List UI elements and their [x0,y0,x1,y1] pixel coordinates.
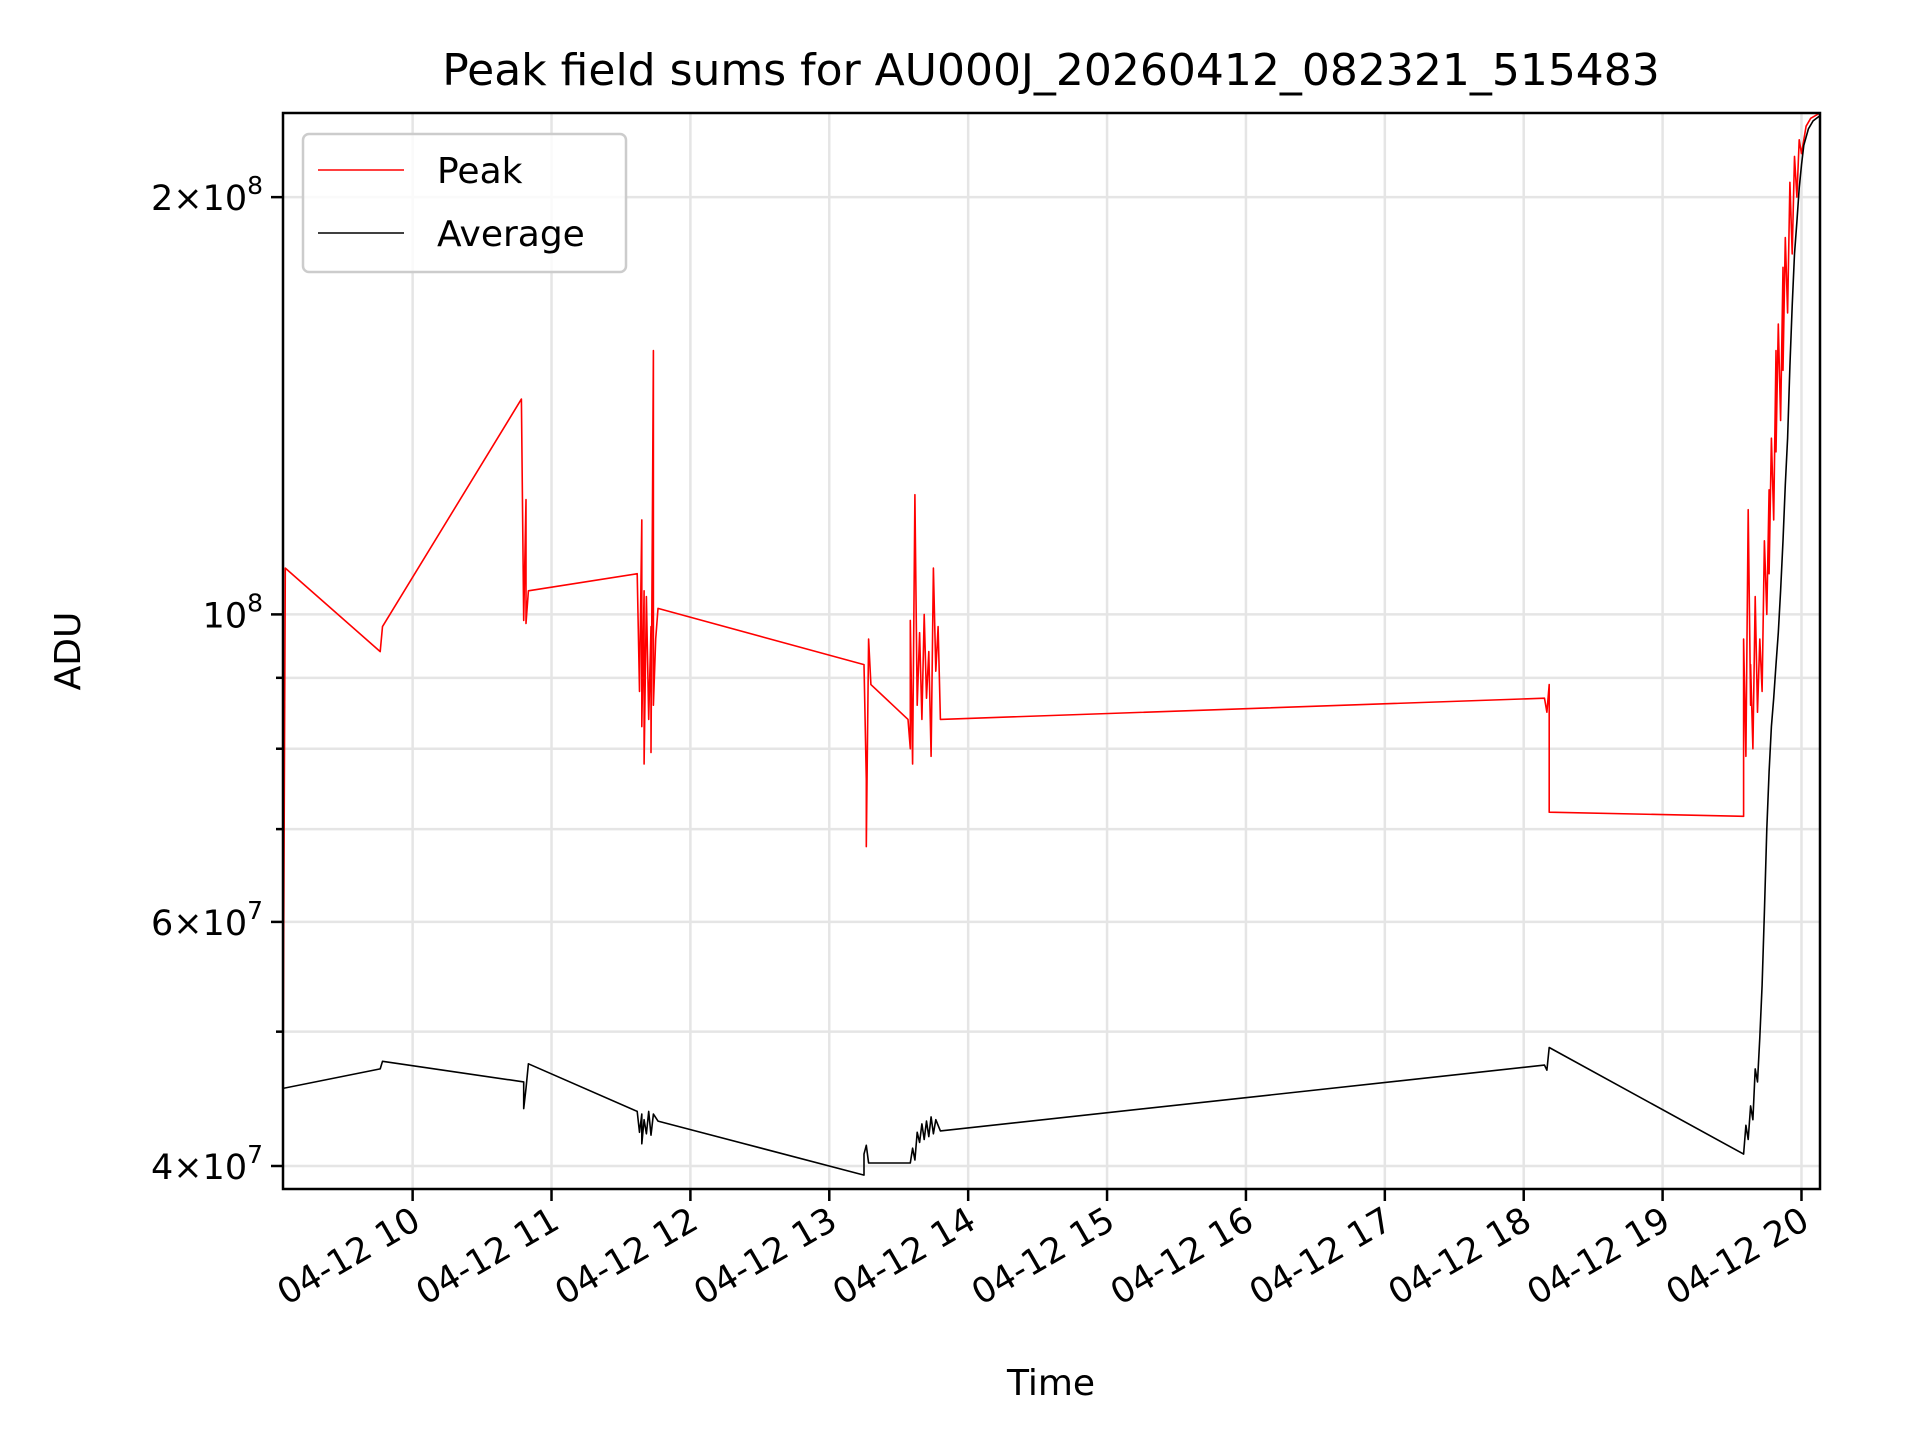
grid [283,113,1820,1189]
y-axis-label: ADU [48,612,89,691]
x-axis-label: Time [1006,1363,1095,1404]
series-line-peak [283,113,1820,1096]
y-tick-label: 4×107 [151,1140,263,1188]
y-tick-label: 108 [203,588,263,636]
series-layer [283,113,1820,1176]
series-line-average [283,114,1820,1176]
plot-frame [281,111,1822,1191]
y-tick-label: 6×107 [151,896,263,944]
legend: Peak Average [301,132,628,274]
legend-label-average: Average [437,214,585,255]
legend-box [301,132,628,274]
legend-label-peak: Peak [437,151,523,192]
chart-title: Peak field sums for AU000J_20260412_0823… [442,45,1660,96]
y-tick-label: 2×108 [151,171,263,219]
